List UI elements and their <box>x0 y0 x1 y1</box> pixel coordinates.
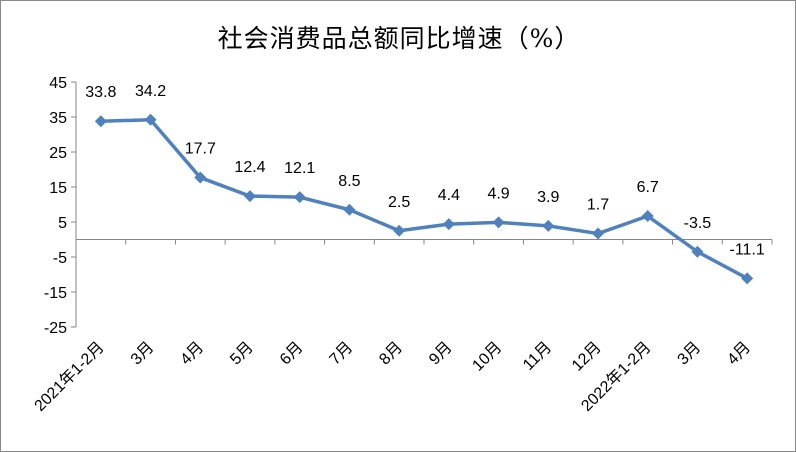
data-point <box>293 191 306 204</box>
y-tick-label: -25 <box>44 320 67 337</box>
x-tick-label: 10月 <box>469 339 505 375</box>
data-label: 2.5 <box>388 194 410 211</box>
data-point <box>244 190 256 203</box>
y-tick-label: -5 <box>53 250 67 267</box>
y-tick-label: 45 <box>49 75 67 92</box>
x-tick-label: 12月 <box>569 339 605 375</box>
data-point <box>194 171 207 184</box>
data-point <box>492 216 505 229</box>
data-label: 17.7 <box>185 141 216 158</box>
data-label: 4.4 <box>438 187 460 204</box>
y-tick-label: 5 <box>58 215 67 232</box>
data-label: 34.2 <box>135 83 166 100</box>
data-point <box>641 210 654 223</box>
data-point <box>393 224 406 237</box>
data-point <box>343 203 356 216</box>
data-label: 12.4 <box>234 159 265 176</box>
data-point <box>741 272 754 285</box>
chart-title: 社会消费品总额同比增速（%） <box>217 24 581 53</box>
x-tick-label: 9月 <box>426 339 456 369</box>
data-point <box>691 245 704 258</box>
x-tick-label: 5月 <box>227 339 257 369</box>
data-label: 1.7 <box>587 197 609 214</box>
data-label: 8.5 <box>338 173 360 190</box>
data-label: 12.1 <box>284 160 315 177</box>
x-tick-label: 11月 <box>520 339 555 374</box>
data-point <box>592 227 604 240</box>
y-tick-label: -15 <box>44 285 67 302</box>
data-point <box>542 219 555 232</box>
data-point <box>144 113 157 126</box>
x-tick-label: 8月 <box>376 339 406 369</box>
data-label: 33.8 <box>85 84 116 101</box>
data-point <box>94 115 107 128</box>
data-label: 6.7 <box>637 179 659 196</box>
data-point <box>442 218 455 231</box>
data-label: -3.5 <box>684 215 712 232</box>
x-tick-label: 3月 <box>128 339 158 369</box>
x-tick-label: 4月 <box>724 339 754 369</box>
x-tick-label: 3月 <box>675 339 705 369</box>
x-tick-label: 7月 <box>327 339 357 369</box>
x-tick-label: 4月 <box>177 339 207 369</box>
y-tick-label: 25 <box>49 145 67 162</box>
y-tick-label: 15 <box>49 180 67 197</box>
x-tick-label: 2021年1-2月 <box>31 338 108 415</box>
data-label: 3.9 <box>537 189 559 206</box>
x-tick-label: 6月 <box>277 339 307 369</box>
y-tick-label: 35 <box>49 110 67 127</box>
data-label: 4.9 <box>487 185 509 202</box>
data-label: -11.1 <box>730 241 765 258</box>
series-line <box>100 118 748 280</box>
